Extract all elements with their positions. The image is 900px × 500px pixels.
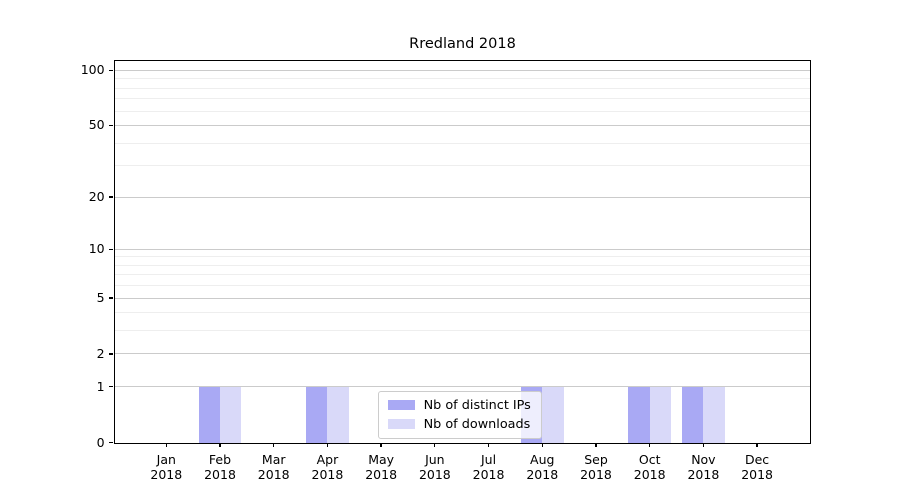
major-gridline bbox=[114, 248, 810, 250]
y-tick-mark bbox=[108, 69, 114, 71]
x-tick-label: Feb 2018 bbox=[204, 451, 236, 483]
legend-label: Nb of distinct IPs bbox=[423, 397, 531, 413]
x-tick-label: Oct 2018 bbox=[633, 451, 666, 483]
minor-gridline bbox=[114, 274, 810, 276]
y-tick-label: 0 bbox=[96, 434, 105, 450]
minor-gridline bbox=[114, 256, 810, 258]
x-tick-mark bbox=[219, 442, 221, 448]
legend-swatch-nb-of-distinct-ips bbox=[387, 400, 415, 411]
x-tick-mark bbox=[702, 442, 705, 448]
y-tick-mark bbox=[108, 297, 114, 299]
minor-gridline bbox=[114, 330, 810, 332]
bar-nov-nb-of-distinct-ips bbox=[681, 386, 704, 443]
x-tick-label: Mar 2018 bbox=[257, 451, 290, 483]
y-tick-mark bbox=[108, 386, 114, 388]
x-tick-label: Aug 2018 bbox=[526, 451, 559, 483]
y-tick-mark bbox=[108, 248, 114, 250]
y-tick-label: 5 bbox=[96, 290, 105, 306]
y-tick-label: 2 bbox=[96, 345, 105, 361]
major-gridline bbox=[114, 124, 810, 126]
major-gridline bbox=[114, 196, 810, 198]
bar-apr-nb-of-downloads bbox=[327, 386, 349, 443]
x-tick-label: Dec 2018 bbox=[741, 451, 773, 483]
x-tick-label: Jul 2018 bbox=[472, 451, 505, 483]
y-tick-label: 50 bbox=[88, 117, 105, 133]
minor-gridline bbox=[114, 312, 810, 314]
bar-oct-nb-of-downloads bbox=[649, 386, 672, 443]
y-tick-mark bbox=[108, 196, 114, 198]
y-tick-label: 100 bbox=[80, 62, 105, 78]
y-tick-mark bbox=[108, 441, 114, 444]
x-tick-label: Nov 2018 bbox=[687, 451, 720, 483]
chart-title: Rredland 2018 bbox=[409, 36, 516, 52]
bar-feb-nb-of-downloads bbox=[220, 386, 242, 443]
x-tick-mark bbox=[326, 442, 329, 448]
minor-gridline bbox=[114, 264, 810, 266]
minor-gridline bbox=[114, 87, 810, 89]
x-tick-mark bbox=[487, 442, 490, 448]
x-tick-mark bbox=[273, 442, 275, 448]
y-tick-mark bbox=[108, 124, 114, 127]
x-tick-label: May 2018 bbox=[365, 451, 398, 483]
major-gridline bbox=[114, 386, 810, 388]
x-tick-mark bbox=[380, 442, 382, 448]
minor-gridline bbox=[114, 110, 810, 112]
x-tick-label: Apr 2018 bbox=[311, 451, 344, 483]
y-tick-label: 20 bbox=[88, 189, 105, 205]
y-tick-label: 10 bbox=[88, 241, 105, 257]
major-gridline bbox=[114, 297, 810, 299]
bar-feb-nb-of-distinct-ips bbox=[198, 386, 220, 443]
minor-gridline bbox=[114, 165, 810, 167]
major-gridline bbox=[114, 69, 810, 71]
x-tick-mark bbox=[165, 442, 167, 448]
legend: Nb of distinct IPs Nb of downloads bbox=[377, 390, 542, 439]
x-tick-mark bbox=[434, 442, 436, 448]
bar-nov-nb-of-downloads bbox=[703, 386, 725, 443]
legend-item: Nb of downloads bbox=[387, 416, 531, 432]
x-tick-mark bbox=[756, 442, 758, 448]
minor-gridline bbox=[114, 78, 810, 80]
minor-gridline bbox=[114, 98, 810, 100]
legend-swatch-nb-of-downloads bbox=[387, 419, 415, 430]
bar-apr-nb-of-distinct-ips bbox=[306, 386, 328, 443]
bar-oct-nb-of-distinct-ips bbox=[628, 386, 650, 443]
x-tick-label: Sep 2018 bbox=[580, 451, 612, 483]
y-tick-label: 1 bbox=[96, 378, 105, 394]
plot-area: 0 1 2 5 10 20 50 100 Jan 2018 Feb 2018 Mar 2018 Ap… bbox=[81, 59, 811, 482]
legend-item: Nb of distinct IPs bbox=[387, 397, 531, 413]
x-tick-mark bbox=[595, 442, 597, 448]
x-tick-label: Jun 2018 bbox=[418, 451, 451, 483]
major-gridline bbox=[114, 353, 810, 355]
minor-gridline bbox=[114, 285, 810, 287]
bar-aug-nb-of-downloads bbox=[542, 386, 564, 443]
x-tick-mark bbox=[649, 442, 651, 448]
x-tick-label: Jan 2018 bbox=[150, 451, 183, 483]
legend-label: Nb of downloads bbox=[423, 416, 531, 432]
y-tick-mark bbox=[108, 353, 114, 355]
minor-gridline bbox=[114, 142, 810, 144]
x-tick-mark bbox=[541, 442, 543, 448]
